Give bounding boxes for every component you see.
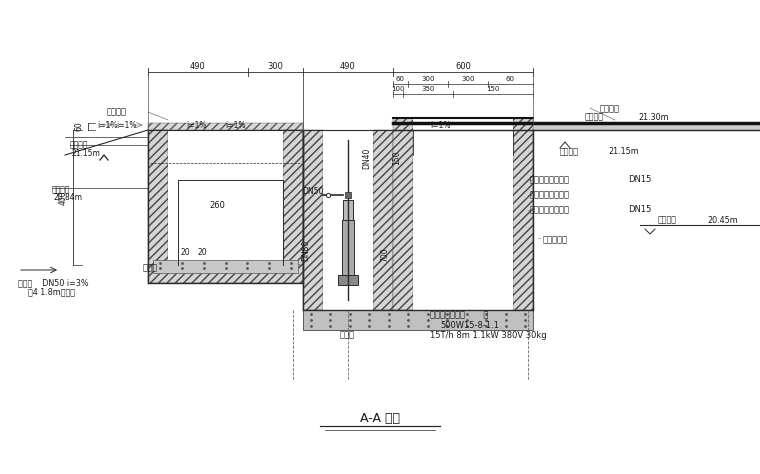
Text: 内圈可调直流噴头: 内圈可调直流噴头	[530, 175, 570, 184]
Text: A-A 剑面: A-A 剑面	[360, 411, 400, 425]
Text: 20: 20	[180, 247, 190, 256]
Text: 排水管    DN50 i=3%: 排水管 DN50 i=3%	[18, 279, 89, 288]
Text: 60: 60	[506, 76, 515, 82]
Bar	[323, 130, 373, 310]
Text: 21.15m: 21.15m	[608, 147, 638, 156]
Bar	[148, 130, 168, 265]
Text: 20.84m: 20.84m	[54, 193, 83, 202]
Text: 集水沟: 集水沟	[340, 330, 355, 339]
Text: 600: 600	[455, 62, 471, 71]
Text: 60: 60	[74, 122, 83, 131]
Text: 兼内圈潜水排污泵: 兼内圈潜水排污泵	[530, 191, 570, 200]
Bar	[168, 130, 283, 265]
Text: 绝对标高: 绝对标高	[658, 216, 677, 225]
Text: 400: 400	[59, 190, 68, 205]
Text: 绝对标高: 绝对标高	[70, 140, 88, 149]
Text: 260: 260	[209, 201, 225, 210]
Text: i=1%: i=1%	[116, 120, 137, 129]
Text: 钉筋混凝土: 钉筋混凝土	[543, 236, 568, 245]
Text: DN50: DN50	[302, 188, 324, 197]
Text: 490: 490	[190, 62, 206, 71]
Bar	[373, 130, 393, 310]
Text: 500W15-8-1.1: 500W15-8-1.1	[440, 320, 499, 329]
Text: 300: 300	[421, 76, 435, 82]
Text: 300: 300	[461, 76, 475, 82]
Text: i=1%: i=1%	[97, 120, 118, 129]
Text: 21.15m: 21.15m	[72, 149, 101, 158]
Text: 100: 100	[391, 86, 405, 92]
Text: 21.30m: 21.30m	[638, 112, 669, 121]
Bar	[283, 130, 303, 265]
Text: 绝对标高: 绝对标高	[585, 112, 604, 121]
Text: 700: 700	[381, 248, 389, 262]
Text: 350: 350	[421, 86, 435, 92]
Bar	[513, 118, 533, 310]
Text: 60: 60	[396, 76, 405, 82]
Text: 150: 150	[392, 151, 401, 165]
Bar	[148, 265, 303, 283]
Text: 外圈潜水排污泵       型: 外圈潜水排污泵 型	[430, 310, 489, 319]
Bar	[342, 220, 354, 275]
Text: 15T/h 8m 1.1kW 380V 30kg: 15T/h 8m 1.1kW 380V 30kg	[430, 330, 546, 339]
Bar	[303, 310, 533, 330]
Bar	[343, 200, 353, 220]
Text: 陙4 1.8m放一根: 陙4 1.8m放一根	[28, 288, 75, 297]
Bar	[393, 118, 413, 310]
Text: i=1%: i=1%	[186, 120, 207, 129]
Text: 绝对标高: 绝对标高	[52, 185, 71, 194]
Bar	[303, 130, 323, 310]
Bar	[338, 275, 358, 285]
Text: i=1%: i=1%	[430, 120, 451, 129]
Text: 150: 150	[486, 86, 499, 92]
Text: 490: 490	[340, 62, 356, 71]
Bar	[148, 123, 303, 130]
Bar	[393, 123, 760, 130]
Bar	[413, 118, 513, 310]
Text: 石板铺础: 石板铺础	[107, 108, 127, 117]
Text: 300: 300	[268, 62, 283, 71]
Text: DN15: DN15	[628, 175, 651, 184]
Text: 绝对标高: 绝对标高	[560, 147, 579, 156]
Text: DN15: DN15	[628, 206, 651, 215]
Text: 石板铺础: 石板铺础	[600, 104, 620, 113]
Text: i=1%: i=1%	[225, 120, 245, 129]
Text: DN80: DN80	[302, 239, 311, 261]
Text: 20: 20	[197, 247, 207, 256]
Text: 外圈可调直流噴头: 外圈可调直流噴头	[530, 206, 570, 215]
Text: 20.45m: 20.45m	[707, 216, 738, 225]
Text: DN40: DN40	[363, 147, 372, 169]
Bar	[153, 260, 298, 273]
Text: 工水沟: 工水沟	[143, 264, 158, 273]
